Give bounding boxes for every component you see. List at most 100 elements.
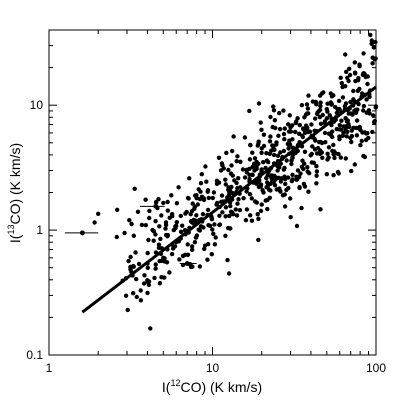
data-point: [153, 219, 158, 224]
data-point: [123, 293, 129, 298]
data-point: [346, 78, 351, 84]
data-point: [163, 220, 169, 225]
data-point: [236, 197, 241, 202]
data-point: [365, 81, 370, 87]
data-point: [317, 93, 323, 98]
data-point: [256, 179, 261, 184]
data-point: [288, 215, 293, 220]
data-point: [338, 75, 343, 81]
data-point: [276, 133, 281, 138]
data-point: [308, 153, 313, 158]
data-point: [339, 81, 344, 86]
data-point: [354, 118, 360, 123]
data-point: [159, 213, 164, 218]
data-point: [205, 207, 211, 213]
data-point: [247, 172, 252, 177]
data-point: [254, 166, 259, 172]
data-point: [146, 237, 151, 243]
data-point: [115, 207, 120, 212]
data-point: [275, 153, 281, 158]
data-point: [259, 127, 264, 132]
data-point: [193, 218, 198, 223]
data-point: [188, 219, 194, 224]
data-point: [165, 234, 170, 239]
data-point: [310, 144, 315, 149]
data-point: [343, 84, 348, 89]
data-point: [333, 104, 338, 110]
data-point: [293, 120, 298, 126]
data-point: [305, 106, 311, 111]
data-point: [198, 189, 203, 194]
data-point: [271, 152, 277, 158]
data-point: [305, 165, 310, 170]
data-point: [199, 172, 204, 177]
data-point: [269, 148, 274, 153]
data-point: [163, 226, 168, 231]
data-point: [276, 175, 281, 180]
data-point: [235, 154, 240, 159]
y-tick-label: 0.1: [26, 348, 43, 362]
data-point: [190, 247, 195, 252]
data-point: [371, 120, 377, 125]
data-point: [165, 199, 170, 205]
data-point: [361, 108, 366, 113]
data-point: [287, 113, 292, 118]
data-point: [153, 262, 158, 267]
data-point: [234, 213, 240, 218]
data-point: [317, 139, 322, 145]
data-point: [243, 218, 249, 223]
data-point: [282, 204, 288, 209]
data-point: [180, 223, 185, 228]
data-point: [290, 172, 295, 177]
data-point: [370, 129, 375, 135]
data-point: [272, 118, 278, 123]
data-point: [145, 250, 150, 256]
data-point: [270, 124, 275, 130]
data-point: [151, 229, 156, 234]
data-point: [359, 138, 364, 144]
data-point: [297, 122, 302, 128]
data-point: [342, 104, 348, 109]
data-point: [128, 254, 133, 260]
data-point: [260, 188, 265, 193]
data-point: [310, 99, 316, 104]
data-point: [306, 93, 311, 98]
error-bar-point: [184, 261, 190, 266]
data-point: [244, 167, 249, 172]
data-point: [265, 206, 270, 212]
data-point: [272, 183, 278, 188]
data-point: [233, 207, 238, 212]
data-point: [264, 151, 269, 156]
data-point: [234, 159, 239, 164]
data-point: [344, 134, 349, 139]
data-point: [198, 224, 204, 229]
data-point: [353, 78, 358, 84]
data-point: [197, 264, 203, 269]
data-point: [336, 108, 341, 113]
data-point: [343, 52, 348, 57]
data-point: [331, 173, 336, 178]
data-point: [228, 226, 233, 231]
data-point: [143, 197, 148, 202]
data-point: [267, 139, 273, 144]
data-point: [294, 177, 299, 182]
data-point: [173, 224, 178, 229]
data-point: [147, 208, 152, 214]
data-point: [334, 126, 339, 132]
data-point: [226, 185, 231, 190]
data-point: [361, 71, 366, 76]
data-point: [314, 164, 319, 169]
data-point: [338, 155, 343, 160]
data-point: [256, 184, 262, 190]
data-point: [259, 146, 264, 151]
data-point: [354, 133, 360, 138]
data-point: [141, 281, 147, 286]
data-point: [204, 179, 209, 184]
data-point: [214, 178, 220, 183]
data-point: [288, 196, 293, 201]
data-point: [295, 168, 301, 173]
data-point: [352, 162, 357, 167]
data-point: [355, 88, 361, 94]
